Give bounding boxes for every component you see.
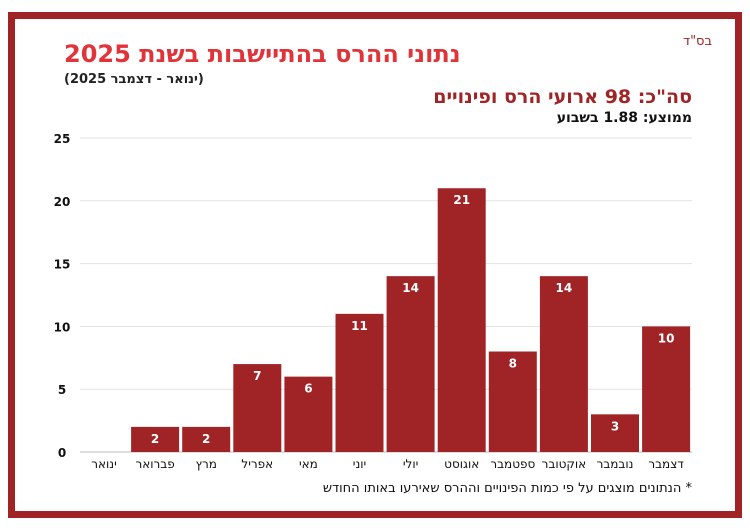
x-tick-label: יוני [353, 457, 366, 471]
data-label: 2 [202, 432, 210, 446]
date-range: (ינואר - דצמבר 2025) [64, 72, 204, 87]
y-tick-label: 15 [54, 258, 71, 272]
bar [131, 426, 180, 452]
footnote: * הנתונים מוצגים על פי כמות הפינויים והה… [322, 481, 692, 496]
bar [182, 426, 231, 452]
y-tick-label: 25 [54, 132, 71, 146]
bar [284, 376, 333, 452]
data-label: 7 [253, 369, 261, 383]
y-tick-label: 5 [58, 383, 66, 397]
bar [539, 276, 588, 452]
x-tick-label: ספטמבר [490, 457, 535, 471]
total-summary: סה"כ: 98 ארועי הרס ופינויים [433, 86, 692, 108]
bsd-label: בס"ד [682, 34, 712, 49]
x-tick-label: פברואר [135, 457, 174, 471]
average-summary: ממוצע: 1.88 בשבוע [556, 110, 692, 126]
data-label: 8 [509, 357, 517, 371]
bar [488, 351, 537, 452]
bar [335, 313, 384, 452]
x-tick-label: ינואר [91, 457, 117, 471]
data-label: 11 [351, 319, 368, 333]
y-tick-label: 20 [54, 195, 71, 209]
bar [642, 326, 691, 452]
x-tick-label: מאי [299, 457, 318, 471]
data-label: 14 [556, 281, 573, 295]
data-label: 14 [402, 281, 419, 295]
x-tick-label: יולי [403, 457, 418, 471]
bar [386, 276, 435, 452]
data-label: 10 [658, 331, 675, 345]
y-tick-label: 10 [54, 320, 71, 334]
x-tick-label: נובמבר [597, 457, 634, 471]
x-tick-label: אפריל [241, 457, 273, 471]
data-label: 2 [151, 432, 159, 446]
bar [437, 188, 486, 453]
x-tick-label: אוקטובר [542, 457, 587, 471]
data-label: 3 [611, 419, 619, 433]
x-tick-label: דצמבר [648, 457, 684, 471]
x-tick-label: אוגוסט [444, 457, 479, 471]
bar [233, 364, 282, 452]
x-tick-label: מרץ [195, 457, 216, 471]
y-tick-label: 0 [58, 446, 66, 460]
data-label: 6 [304, 382, 312, 396]
page-title: נתוני ההרס בהתיישבות בשנת 2025 [64, 40, 461, 68]
data-label: 21 [453, 193, 470, 207]
frame [8, 12, 742, 518]
bar [591, 414, 639, 452]
